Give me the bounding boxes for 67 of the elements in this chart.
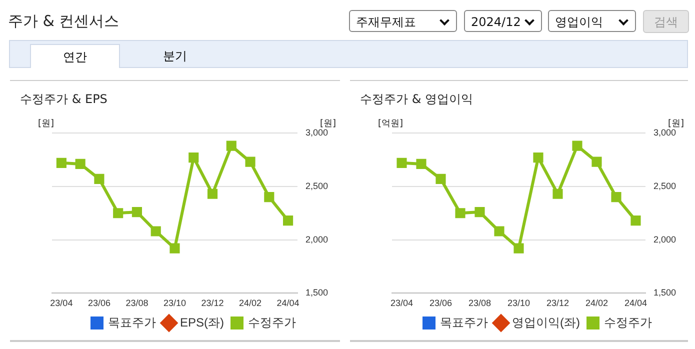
legend-label: 수정주가 xyxy=(248,315,296,330)
text: 주재무제표 xyxy=(349,10,457,32)
point xyxy=(226,140,236,151)
point xyxy=(283,216,294,226)
point xyxy=(630,216,641,226)
point xyxy=(75,158,86,170)
x-tick-label: 23/06 xyxy=(88,298,110,308)
legend-label: 목표주가 xyxy=(108,315,156,330)
point xyxy=(264,192,274,202)
point xyxy=(245,156,256,167)
y2-tick-label: 2,500 xyxy=(305,180,328,191)
point xyxy=(436,174,446,184)
x-tick-label: 24/02 xyxy=(585,298,608,308)
text: 분기 xyxy=(162,48,188,65)
point xyxy=(572,140,582,151)
text: 2024/12 xyxy=(464,10,542,32)
y2-tick-label: 1,500 xyxy=(305,288,328,298)
point xyxy=(113,208,124,218)
legend-label: 영업이익(좌) xyxy=(512,315,580,330)
legend-label: 목표주가 xyxy=(440,315,488,330)
text: 영업이익 xyxy=(548,10,636,32)
point xyxy=(455,208,466,218)
point xyxy=(207,188,218,199)
x-tick-label: 23/12 xyxy=(201,298,224,308)
y2-tick-label: 2,000 xyxy=(653,234,676,244)
x-tick-label: 23/08 xyxy=(468,298,492,308)
x-tick-label: 23/12 xyxy=(546,298,569,308)
point xyxy=(552,188,563,199)
point xyxy=(132,206,142,218)
y2-axis-title: [원] xyxy=(668,118,684,129)
point xyxy=(150,226,161,236)
point xyxy=(514,243,524,254)
legend-label: EPS(좌) xyxy=(180,315,224,330)
x-tick-label: 24/02 xyxy=(239,298,262,308)
x-tick-label: 23/04 xyxy=(390,298,414,308)
point xyxy=(188,152,199,163)
x-tick-label: 23/10 xyxy=(507,298,530,308)
x-tick-label: 23/04 xyxy=(50,298,73,308)
chart-title: 수정주가 & 영업이익 xyxy=(360,91,473,108)
x-tick-label: 23/08 xyxy=(126,298,148,308)
legend-label: 수정주가 xyxy=(604,315,652,330)
y2-tick-label: 2,000 xyxy=(305,234,328,244)
point xyxy=(416,158,426,170)
point xyxy=(170,243,180,254)
y2-tick-label: 2,500 xyxy=(653,180,676,191)
point xyxy=(592,156,602,167)
point xyxy=(474,206,485,218)
text: 주가 & 컨센서스 xyxy=(8,12,120,31)
point xyxy=(94,174,104,184)
y2-tick-label: 1,500 xyxy=(653,288,676,298)
y2-axis-title: [원] xyxy=(320,118,336,129)
point xyxy=(494,226,504,236)
y2-tick-label: 3,000 xyxy=(305,127,328,138)
x-tick-label: 24/04 xyxy=(276,298,300,308)
x-tick-label: 23/06 xyxy=(429,298,452,308)
x-tick-label: 23/10 xyxy=(163,298,186,308)
point xyxy=(533,152,544,163)
chart-title: 수정주가 & EPS xyxy=(20,91,108,108)
point xyxy=(56,158,66,168)
point xyxy=(611,192,622,202)
y2-tick-label: 3,000 xyxy=(653,127,676,138)
text: 연간 xyxy=(30,44,120,68)
point xyxy=(396,158,407,168)
y-axis-title: [억원] xyxy=(378,118,404,129)
x-tick-label: 24/04 xyxy=(624,298,647,308)
text: 검색 xyxy=(643,10,689,33)
y-axis-title: [원] xyxy=(38,118,54,129)
